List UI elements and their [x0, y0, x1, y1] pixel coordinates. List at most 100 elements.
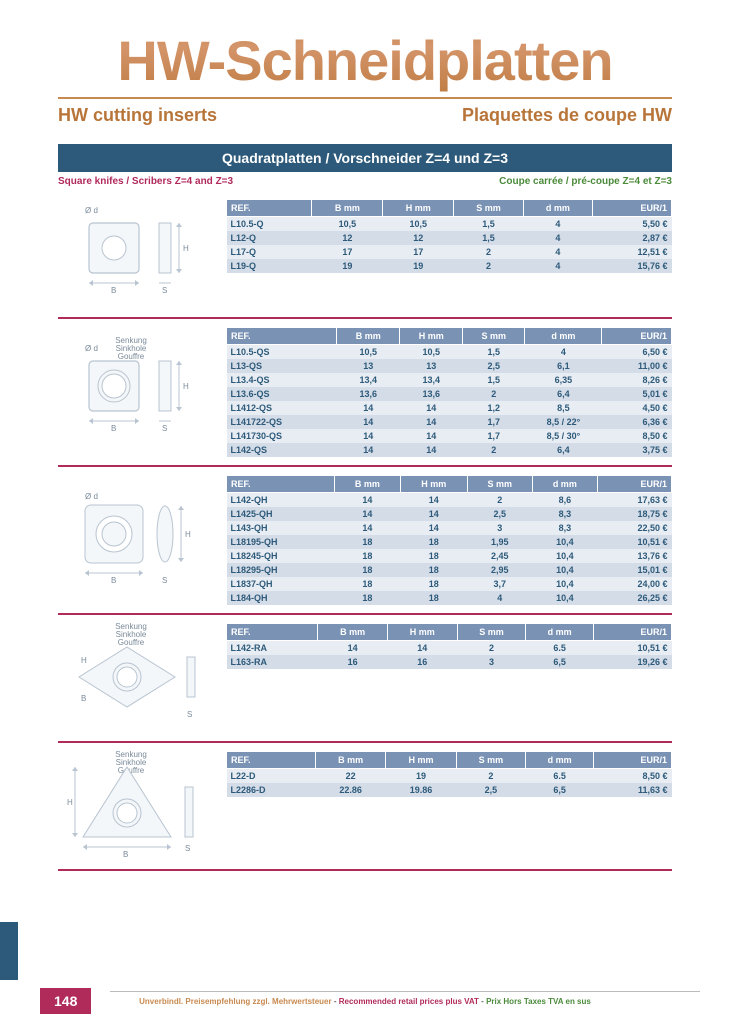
- table-cell: 2,5: [463, 359, 525, 373]
- table-cell: 10,4: [533, 563, 598, 577]
- subtitle-en: HW cutting inserts: [58, 105, 217, 126]
- table-cell: 8,5 / 22°: [525, 415, 602, 429]
- table-cell: 14: [387, 641, 457, 656]
- svg-text:Gouffre: Gouffre: [118, 638, 145, 647]
- svg-text:Ø d: Ø d: [85, 206, 98, 215]
- col-header: REF.: [227, 476, 335, 493]
- diagram-icon: Senkung Sinkhole Gouffre H B S: [58, 751, 216, 861]
- table-cell: 8,3: [533, 507, 598, 521]
- table-container: REF.B mmH mmS mmd mmEUR/1L22-D221926.58,…: [226, 751, 672, 861]
- table-cell: 8,26 €: [602, 373, 672, 387]
- table-cell: 10,51 €: [597, 535, 671, 549]
- table-cell: L142-QS: [227, 443, 337, 457]
- table-cell: 6,5: [526, 655, 594, 669]
- table-cell: 15,01 €: [597, 563, 671, 577]
- table-cell: 14: [400, 443, 463, 457]
- col-header: REF.: [227, 328, 337, 345]
- table-row: L142-QH141428,617,63 €: [227, 493, 672, 508]
- table-cell: 2: [463, 387, 525, 401]
- footer-de: Unverbindl. Preisempfehlung zzgl. Mehrwe…: [139, 997, 331, 1006]
- spec-table: REF.B mmH mmS mmd mmEUR/1L10.5-QS10,510,…: [226, 327, 672, 457]
- table-row: L13.6-QS13,613,626,45,01 €: [227, 387, 672, 401]
- table-cell: 6,4: [525, 387, 602, 401]
- svg-text:B: B: [81, 694, 86, 703]
- table-row: L10.5-QS10,510,51,546,50 €: [227, 345, 672, 360]
- diagram-icon: Senkung Sinkhole Gouffre H B S: [58, 623, 216, 733]
- table-cell: 17,63 €: [597, 493, 671, 508]
- table-cell: 3: [457, 655, 526, 669]
- product-section: Ø d B H S REF.B mmH mmS mmd mmEUR/1L10.5…: [58, 191, 672, 319]
- footer-fr: Prix Hors Taxes TVA en sus: [486, 997, 591, 1006]
- svg-text:H: H: [67, 798, 73, 807]
- table-cell: 19: [386, 769, 456, 784]
- table-cell: 6,1: [525, 359, 602, 373]
- table-cell: 22,50 €: [597, 521, 671, 535]
- table-cell: 1,5: [463, 373, 525, 387]
- table-cell: 13,6: [400, 387, 463, 401]
- table-cell: 6.5: [526, 641, 594, 656]
- table-row: L163-RA161636,519,26 €: [227, 655, 672, 669]
- footer-rule: [110, 991, 700, 992]
- table-cell: L19-Q: [227, 259, 312, 273]
- table-cell: 15,76 €: [592, 259, 671, 273]
- table-cell: 19: [383, 259, 454, 273]
- table-cell: 10,4: [533, 535, 598, 549]
- svg-text:B: B: [111, 286, 116, 295]
- table-row: L142-QS141426,43,75 €: [227, 443, 672, 457]
- table-cell: 18: [334, 535, 400, 549]
- svg-text:B: B: [111, 576, 116, 585]
- table-cell: 10,4: [533, 591, 598, 605]
- diagram-icon: Ø d B H S: [58, 199, 216, 309]
- table-cell: 18: [401, 535, 467, 549]
- table-cell: 8,5: [525, 401, 602, 415]
- table-cell: 10,4: [533, 577, 598, 591]
- table-cell: 1,5: [454, 231, 524, 245]
- table-cell: L141722-QS: [227, 415, 337, 429]
- table-cell: 14: [401, 493, 467, 508]
- col-header: REF.: [227, 624, 318, 641]
- table-cell: 17: [312, 245, 383, 259]
- table-cell: 13: [337, 359, 400, 373]
- table-row: L1412-QS14141,28,54,50 €: [227, 401, 672, 415]
- table-row: L13-QS13132,56,111,00 €: [227, 359, 672, 373]
- table-cell: 2: [457, 641, 526, 656]
- table-cell: 14: [337, 443, 400, 457]
- table-cell: L18245-QH: [227, 549, 335, 563]
- table-cell: 1,5: [463, 345, 525, 360]
- lang-en: Square knifes / Scribers Z=4 and Z=3: [58, 176, 233, 187]
- table-cell: 8,5 / 30°: [525, 429, 602, 443]
- footer-text: Unverbindl. Preisempfehlung zzgl. Mehrwe…: [0, 997, 730, 1006]
- table-cell: 10,4: [533, 549, 598, 563]
- table-cell: 2,45: [467, 549, 533, 563]
- col-header: S mm: [454, 200, 524, 217]
- table-cell: 10,5: [312, 217, 383, 232]
- table-row: L141722-QS14141,78,5 / 22°6,36 €: [227, 415, 672, 429]
- table-cell: 18: [401, 577, 467, 591]
- table-cell: L1425-QH: [227, 507, 335, 521]
- table-cell: 1,95: [467, 535, 533, 549]
- col-header: S mm: [457, 624, 526, 641]
- table-cell: L1837-QH: [227, 577, 335, 591]
- table-cell: 3: [467, 521, 533, 535]
- table-cell: 13,76 €: [597, 549, 671, 563]
- col-header: H mm: [387, 624, 457, 641]
- table-container: REF.B mmH mmS mmd mmEUR/1L142-QH141428,6…: [226, 475, 672, 605]
- table-cell: 8,50 €: [594, 769, 672, 784]
- table-cell: 16: [318, 655, 388, 669]
- table-cell: L163-RA: [227, 655, 318, 669]
- table-cell: L2286-D: [227, 783, 316, 797]
- diagram-icon: Senkung Sinkhole Gouffre Ø d B H S: [58, 327, 216, 457]
- svg-text:B: B: [123, 850, 128, 859]
- table-cell: 17: [383, 245, 454, 259]
- col-header: H mm: [386, 752, 456, 769]
- table-cell: 18: [334, 591, 400, 605]
- side-tab: [0, 922, 18, 980]
- col-header: H mm: [401, 476, 467, 493]
- table-row: L142-RA141426.510,51 €: [227, 641, 672, 656]
- title-underline: [58, 97, 672, 99]
- table-cell: 1,7: [463, 429, 525, 443]
- col-header: EUR/1: [594, 752, 672, 769]
- table-cell: L18295-QH: [227, 563, 335, 577]
- subtitle-row: HW cutting inserts Plaquettes de coupe H…: [0, 105, 730, 144]
- table-cell: 14: [401, 521, 467, 535]
